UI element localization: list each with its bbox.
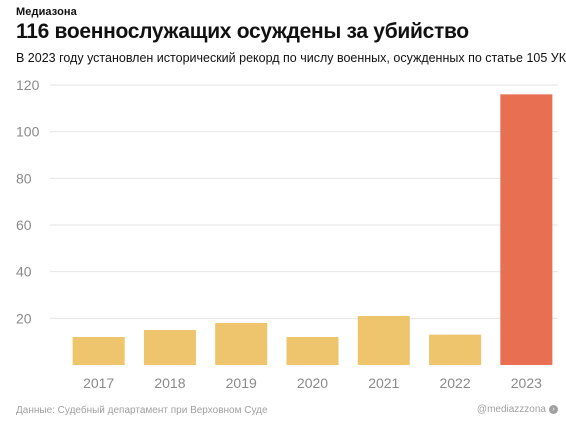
bar-2022	[429, 334, 482, 365]
chart-title: 116 военнослужащих осуждены за убийство	[16, 20, 469, 43]
y-tick-label: 40	[16, 264, 32, 280]
x-tick-label: 2017	[83, 375, 114, 391]
x-tick-label: 2019	[226, 375, 257, 391]
y-tick-label: 80	[16, 170, 32, 186]
x-tick-label: 2021	[368, 375, 399, 391]
brand-logo: Медиазона	[16, 6, 77, 18]
bar-2021	[357, 316, 410, 365]
y-tick-label: 20	[16, 310, 32, 326]
x-tick-label: 2018	[154, 375, 185, 391]
x-tick-label: 2020	[297, 375, 328, 391]
bars	[72, 94, 553, 365]
social-handle: @mediazzzona ›	[477, 404, 558, 415]
grid-lines	[50, 84, 558, 319]
bar-2023	[500, 94, 553, 365]
bar-2020	[286, 337, 339, 365]
source-note: Данные: Судебный департамент при Верховн…	[16, 405, 268, 416]
x-axis-ticks: 2017 2018 2019 2020 2021 2022 2023	[83, 375, 542, 391]
x-tick-label: 2023	[511, 375, 542, 391]
y-tick-label: 120	[16, 77, 40, 93]
bar-2019	[215, 323, 268, 365]
x-tick-label: 2022	[439, 375, 470, 391]
handle-text: @mediazzzona	[476, 404, 546, 415]
y-tick-label: 100	[16, 124, 40, 140]
chart-subtitle: В 2023 году установлен исторический реко…	[16, 51, 566, 65]
arrow-circle-icon: ›	[549, 405, 558, 414]
y-axis-ticks: 20 40 60 80 100 120	[16, 77, 40, 326]
bar-2018	[143, 330, 196, 365]
bar-2017	[72, 337, 125, 365]
y-tick-label: 60	[16, 217, 32, 233]
